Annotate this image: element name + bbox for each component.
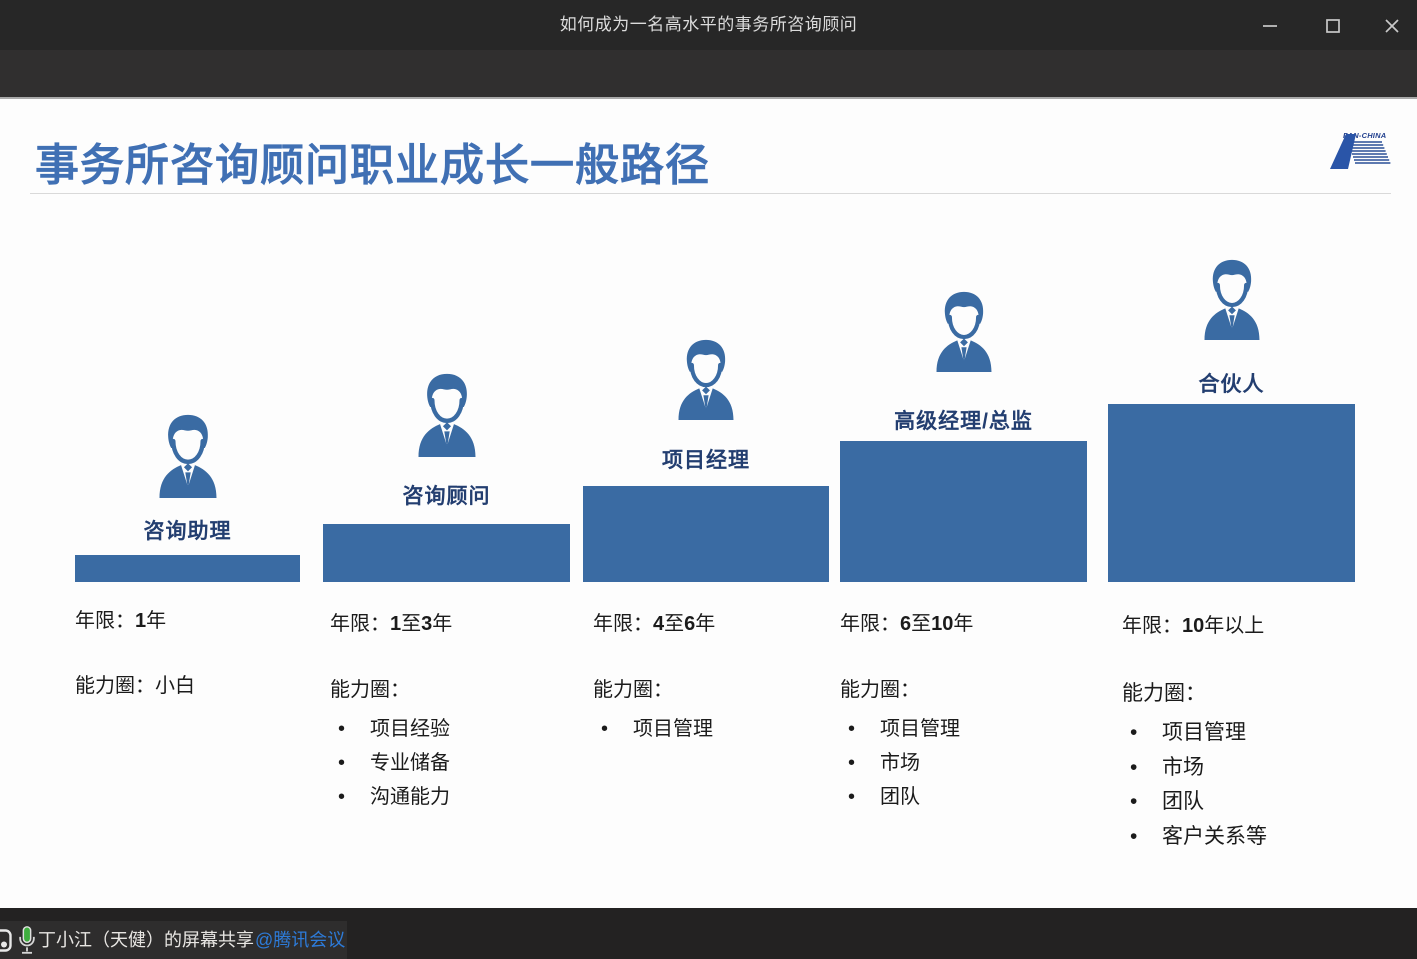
stage-bar	[840, 441, 1087, 582]
meeting-app-icon	[0, 929, 12, 957]
person-icon	[930, 290, 998, 377]
stage-ability: 能力圈： 项目管理	[593, 676, 713, 746]
slide-title: 事务所咨询顾问职业成长一般路径	[35, 141, 710, 190]
stage-ability: 能力圈： 项目管理市场团队客户关系等	[1122, 680, 1267, 854]
stage-years: 年限：4至6年	[593, 613, 716, 635]
stage-label: 咨询顾问	[402, 485, 491, 508]
minimize-icon	[1263, 25, 1277, 27]
stage-bar	[323, 524, 570, 582]
stage-ability: 能力圈： 项目管理市场团队	[840, 676, 960, 814]
frame-divider	[0, 97, 1417, 99]
ability-list: 项目管理市场团队	[840, 712, 960, 814]
stage-bar	[75, 555, 300, 582]
close-icon	[1385, 19, 1399, 33]
stage-years: 年限：1至3年	[330, 613, 453, 635]
ability-title: 能力圈：小白	[75, 675, 195, 697]
maximize-icon	[1326, 19, 1340, 33]
stage-years: 年限：1年	[75, 610, 167, 632]
maximize-button[interactable]	[1320, 13, 1346, 39]
logo-a-mark	[1330, 134, 1356, 169]
slide-canvas: 事务所咨询顾问职业成长一般路径 PAN-CHINA	[0, 99, 1417, 908]
ability-title: 能力圈：	[330, 679, 410, 701]
screen-share-bar: 丁小江（天健）的屏幕共享 @腾讯会议	[0, 908, 1417, 959]
window-titlebar: 如何成为一名高水平的事务所咨询顾问	[0, 0, 1417, 50]
stage-label: 高级经理/总监	[894, 410, 1033, 433]
stage-5-column: 合伙人 年限：10年以上 能力圈： 项目管理市场团队客户关系等	[1108, 99, 1355, 908]
ability-title: 能力圈：	[1122, 682, 1206, 705]
stage-label: 项目经理	[662, 449, 750, 472]
stage-ability: 能力圈： 项目经验专业储备沟通能力	[330, 676, 450, 814]
stage-3-column: 项目经理 年限：4至6年 能力圈： 项目管理	[583, 99, 829, 908]
share-frame-top	[0, 50, 1417, 97]
person-icon	[1198, 258, 1266, 345]
title-divider	[30, 193, 1391, 194]
window-title: 如何成为一名高水平的事务所咨询顾问	[559, 15, 858, 34]
stage-2-column: 咨询顾问 年限：1至3年 能力圈： 项目经验专业储备沟通能力	[323, 99, 570, 908]
tencent-meeting-link[interactable]: @腾讯会议	[255, 930, 346, 950]
ability-list: 项目管理市场团队客户关系等	[1122, 716, 1267, 854]
stage-years: 年限：10年以上	[1122, 615, 1265, 637]
stage-1-column: 咨询助理 年限：1年 能力圈：小白	[75, 99, 300, 908]
stage-4-column: 高级经理/总监 年限：6至10年 能力圈： 项目管理市场团队	[840, 99, 1087, 908]
stage-label: 咨询助理	[143, 520, 232, 543]
ability-list: 项目经验专业储备沟通能力	[330, 712, 450, 814]
person-icon	[672, 338, 740, 425]
stage-bar	[1108, 404, 1355, 582]
stage-label: 合伙人	[1198, 373, 1265, 396]
person-icon	[153, 413, 223, 503]
microphone-icon	[16, 925, 38, 959]
ability-list: 项目管理	[593, 712, 713, 746]
presenter-share-text: 丁小江（天健）的屏幕共享	[38, 930, 254, 950]
ability-title: 能力圈：	[593, 679, 673, 701]
person-icon	[412, 372, 482, 462]
close-button[interactable]	[1379, 13, 1405, 39]
share-label-box: 丁小江（天健）的屏幕共享 @腾讯会议	[0, 921, 347, 959]
ability-title: 能力圈：	[840, 679, 920, 701]
ability-inline-value: 小白	[155, 675, 195, 697]
stage-years: 年限：6至10年	[840, 613, 974, 635]
minimize-button[interactable]	[1257, 13, 1283, 39]
logo-text: PAN-CHINA	[1343, 131, 1386, 140]
stage-bar	[583, 486, 829, 582]
stage-ability: 能力圈：小白	[75, 672, 195, 708]
pan-china-logo: PAN-CHINA	[1328, 129, 1392, 171]
